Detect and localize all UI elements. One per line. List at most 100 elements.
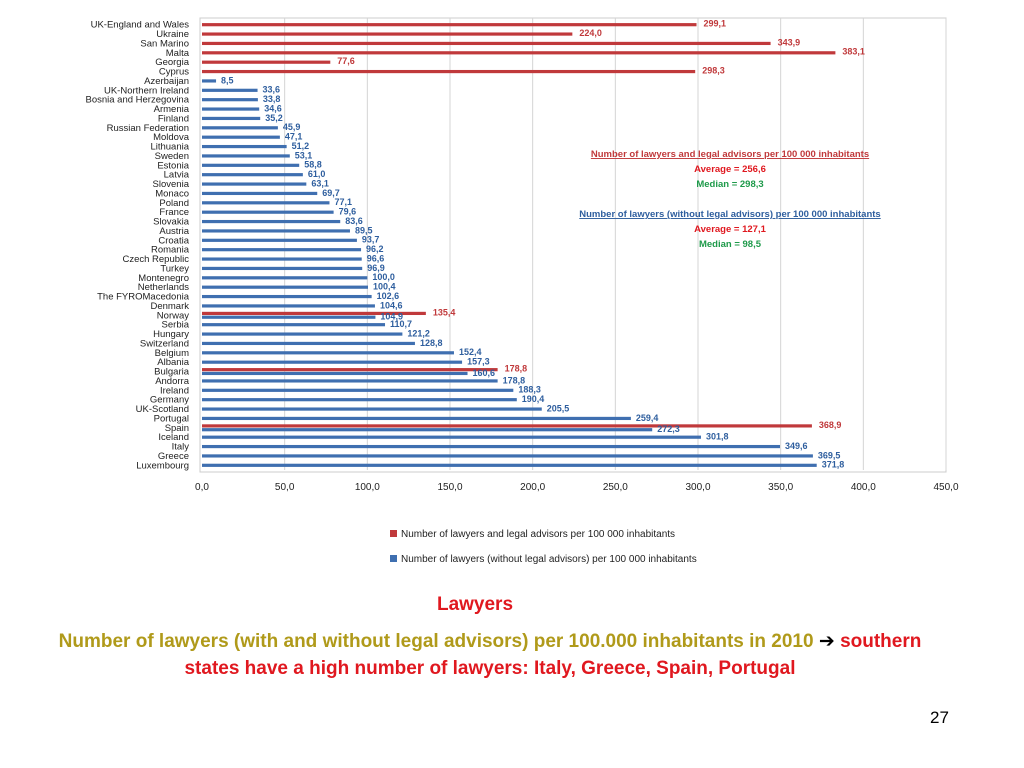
category-label: UK-England and Wales	[91, 20, 190, 31]
value-label-without-advisors: 272,3	[657, 424, 680, 434]
bars	[202, 23, 836, 467]
category-label: Switzerland	[140, 338, 189, 349]
category-label: Armenia	[154, 104, 190, 115]
x-tick-label: 400,0	[851, 482, 876, 493]
value-label-without-advisors: 121,2	[407, 328, 430, 338]
value-label-without-advisors: 157,3	[467, 357, 490, 367]
value-label-without-advisors: 33,6	[263, 85, 281, 95]
category-label: Greece	[158, 451, 189, 462]
value-label-with-advisors: 135,4	[433, 307, 456, 317]
value-label-without-advisors: 89,5	[355, 225, 373, 235]
bar-without-advisors	[202, 210, 334, 214]
value-label-without-advisors: 104,9	[380, 312, 403, 322]
value-label-without-advisors: 51,2	[292, 141, 310, 151]
bar-without-advisors	[202, 398, 517, 402]
category-label: Russian Federation	[107, 123, 189, 134]
annotation-group1-average: Average = 256,6	[694, 164, 766, 175]
category-label: Finland	[158, 113, 189, 124]
bar-with-advisors	[202, 69, 696, 74]
annotation-box: Number of lawyers and legal advisors per…	[579, 149, 880, 250]
bar-without-advisors	[202, 173, 303, 177]
value-label-without-advisors: 188,3	[518, 385, 541, 395]
category-label: Georgia	[155, 57, 190, 68]
bar-with-advisors	[202, 368, 498, 372]
value-label-with-advisors: 368,9	[819, 420, 842, 430]
category-label: Netherlands	[138, 282, 189, 293]
caption-part1: Number of lawyers (with and without lega…	[58, 631, 814, 652]
category-label: UK-Scotland	[136, 404, 189, 415]
bar-without-advisors	[202, 135, 280, 139]
bar-without-advisors	[202, 126, 278, 130]
category-label: Monaco	[155, 188, 189, 199]
value-label-without-advisors: 96,6	[367, 253, 385, 263]
legend: Number of lawyers and legal advisors per…	[390, 529, 697, 565]
category-label: Estonia	[157, 160, 189, 171]
bar-without-advisors	[202, 79, 217, 83]
bar-without-advisors	[202, 238, 357, 242]
slide-caption: Number of lawyers (with and without lega…	[30, 628, 950, 682]
slide-title: Lawyers	[436, 594, 514, 615]
bar-without-advisors	[202, 163, 300, 167]
bar-without-advisors	[202, 379, 498, 383]
value-label-without-advisors: 58,8	[304, 160, 322, 170]
value-label-without-advisors: 79,6	[339, 207, 357, 217]
bar-without-advisors	[202, 107, 260, 111]
value-label-without-advisors: 301,8	[706, 432, 729, 442]
value-label-without-advisors: 110,7	[390, 319, 412, 329]
bar-with-advisors	[202, 60, 331, 64]
category-label: Montenegro	[138, 273, 189, 284]
value-label-with-advisors: 383,1	[842, 47, 865, 57]
bar-without-advisors	[202, 332, 403, 336]
x-tick-label: 150,0	[437, 482, 462, 493]
category-label: Bulgaria	[154, 367, 190, 378]
bar-without-advisors	[202, 315, 376, 319]
bar-without-advisors	[202, 416, 631, 421]
value-label-without-advisors: 61,0	[308, 169, 326, 179]
bar-without-advisors	[202, 201, 330, 205]
bar-without-advisors	[202, 144, 287, 149]
annotation-group2-median: Median = 98,5	[699, 239, 762, 250]
annotation-group2-average: Average = 127,1	[694, 224, 766, 235]
value-label-without-advisors: 34,6	[264, 103, 282, 113]
bar-without-advisors	[202, 219, 341, 224]
value-label-without-advisors: 100,4	[373, 282, 396, 292]
category-label: Latvia	[164, 170, 190, 181]
bar-without-advisors	[202, 407, 542, 411]
value-label-without-advisors: 69,7	[322, 188, 340, 198]
value-label-without-advisors: 35,2	[265, 113, 283, 123]
bar-with-advisors	[202, 23, 697, 27]
bar-without-advisors	[202, 294, 372, 299]
category-label: Austria	[159, 226, 189, 237]
bar-with-advisors	[202, 32, 573, 36]
value-label-without-advisors: 8,5	[221, 75, 234, 85]
value-label-without-advisors: 104,6	[380, 300, 403, 310]
value-label-without-advisors: 100,0	[372, 272, 395, 282]
caption-part2: southern states have a high number of la…	[184, 631, 922, 679]
x-tick-label: 50,0	[275, 482, 295, 493]
value-label-without-advisors: 102,6	[377, 291, 400, 301]
category-label: Slovenia	[153, 179, 190, 190]
category-label: San Marino	[140, 38, 189, 49]
category-label: France	[159, 207, 189, 218]
category-label: Serbia	[162, 320, 190, 331]
bar-without-advisors	[202, 154, 290, 158]
bar-without-advisors	[202, 182, 307, 186]
category-label: Luxembourg	[136, 460, 189, 471]
value-label-with-advisors: 224,0	[579, 28, 602, 38]
bar-with-advisors	[202, 311, 426, 316]
annotation-group2-title: Number of lawyers (without legal advisor…	[579, 209, 880, 220]
bar-without-advisors	[202, 229, 350, 233]
category-label: Germany	[150, 395, 189, 406]
category-label: Moldova	[153, 132, 190, 143]
bar-with-advisors	[202, 51, 836, 55]
value-label-without-advisors: 45,9	[283, 122, 301, 132]
annotation-group1-title: Number of lawyers and legal advisors per…	[591, 149, 869, 160]
category-label: Cyprus	[159, 67, 189, 78]
bar-without-advisors	[202, 266, 363, 271]
value-label-without-advisors: 128,8	[420, 338, 443, 348]
value-label-without-advisors: 259,4	[636, 413, 659, 423]
value-label-without-advisors: 96,9	[367, 263, 385, 273]
value-label-without-advisors: 47,1	[285, 132, 303, 142]
bar-without-advisors	[202, 463, 817, 467]
plot-area	[199, 17, 947, 473]
